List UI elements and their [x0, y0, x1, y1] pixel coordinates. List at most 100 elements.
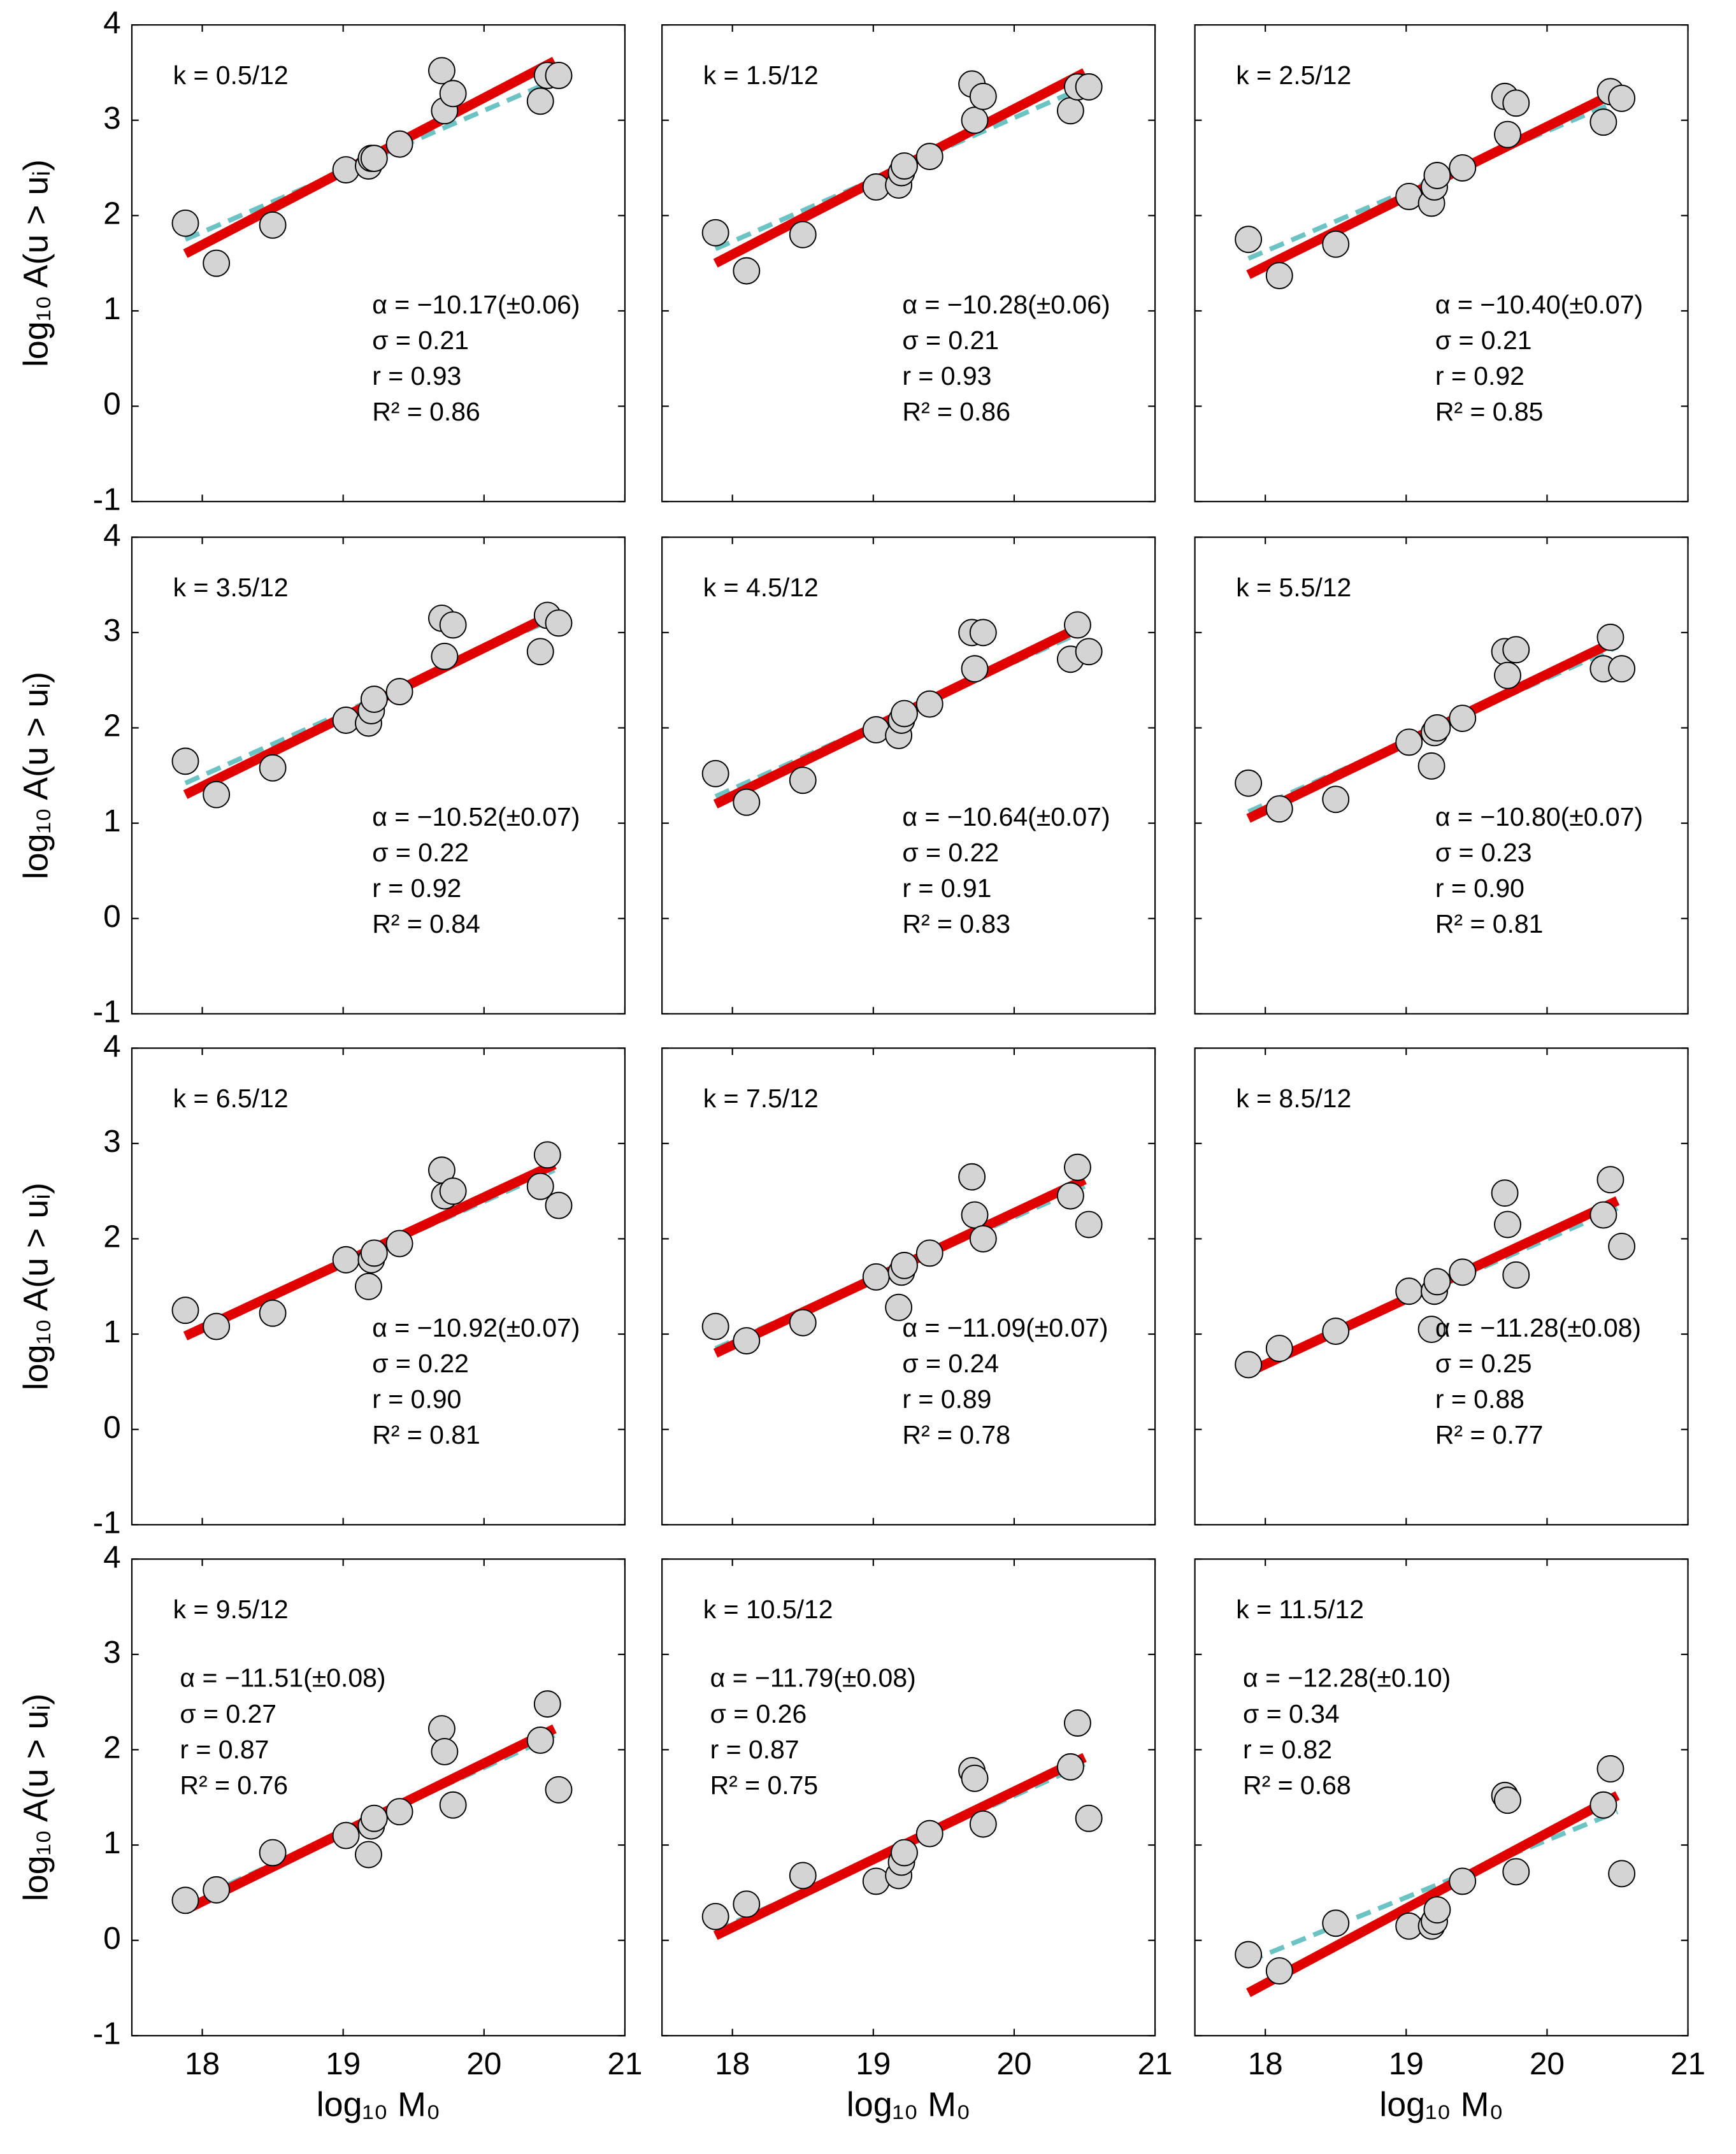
data-point [332, 1821, 360, 1849]
panel: k = 1.5/12 α = −10.28(±0.06) σ = 0.21 r = 0… [661, 24, 1156, 503]
stat-label: R² = 0.83 [902, 909, 1010, 938]
stat-label: R² = 0.84 [372, 909, 480, 938]
stat-label: r = 0.92 [372, 873, 461, 903]
y-tick-label: 0 [103, 386, 121, 422]
stat-label: r = 0.87 [710, 1735, 800, 1764]
axes-box [131, 24, 626, 503]
data-point [1502, 1858, 1530, 1886]
y-tick-label: 4 [103, 517, 121, 552]
fit-line [1246, 1791, 1620, 1997]
data-point [915, 690, 943, 718]
data-point [533, 1141, 561, 1169]
data-point [1056, 1182, 1084, 1210]
data-point [545, 61, 573, 89]
stat-label: R² = 0.81 [372, 1420, 480, 1449]
y-axis-label: log₁₀ A(u > uᵢ) [17, 1182, 55, 1390]
data-point [1235, 226, 1263, 254]
data-point [526, 1172, 554, 1200]
stat-label: R² = 0.81 [1435, 909, 1544, 938]
data-point [1608, 1232, 1636, 1260]
x-tick-label: 18 [185, 2046, 220, 2081]
data-point [1608, 655, 1636, 683]
data-point [915, 1820, 943, 1848]
data-point [1056, 1753, 1084, 1781]
stat-label: σ = 0.24 [902, 1349, 999, 1378]
axes-box [1194, 1558, 1689, 2037]
data-point [1494, 120, 1521, 148]
k-label: k = 5.5/12 [1236, 573, 1351, 602]
data-point [431, 1737, 459, 1765]
y-tick-label: 4 [103, 4, 121, 40]
data-point [1423, 162, 1451, 189]
stat-label: α = −10.64(±0.07) [902, 802, 1110, 831]
data-point [203, 1876, 231, 1904]
data-point [1056, 97, 1084, 125]
data-point [427, 57, 456, 85]
stat-label: r = 0.93 [902, 361, 991, 391]
data-point [1265, 1335, 1293, 1362]
stat-label: R² = 0.76 [180, 1770, 288, 1800]
stat-label: σ = 0.21 [372, 326, 469, 355]
k-label: k = 6.5/12 [173, 1084, 289, 1113]
data-point [1502, 89, 1530, 117]
y-tick-label: 2 [103, 1730, 121, 1765]
x-tick-label: 20 [466, 2046, 501, 2081]
y-tick-label: -1 [93, 2015, 121, 2051]
stat-label: R² = 0.77 [1435, 1420, 1544, 1449]
stat-label: r = 0.90 [1435, 873, 1524, 903]
y-tick-label: 3 [103, 1123, 121, 1159]
data-point [1596, 623, 1625, 651]
data-point [360, 145, 388, 173]
data-point [862, 1867, 890, 1895]
panel: k = 4.5/12 α = −10.64(±0.07) σ = 0.22 r = 0… [661, 536, 1156, 1015]
data-point [1589, 1201, 1618, 1229]
data-point [259, 1299, 287, 1327]
k-label: k = 3.5/12 [173, 573, 289, 602]
data-point [1423, 1896, 1451, 1924]
data-point [915, 1239, 943, 1267]
stat-label: r = 0.87 [180, 1735, 269, 1764]
stat-label: r = 0.88 [1435, 1384, 1524, 1414]
data-point [385, 130, 413, 158]
data-point [789, 766, 817, 794]
data-point [171, 209, 199, 237]
data-point [439, 80, 467, 108]
data-point [969, 1810, 997, 1838]
x-tick-label: 20 [996, 2046, 1031, 2081]
data-point [701, 219, 729, 247]
x-axis-label: log₁₀ M₀ [847, 2086, 971, 2124]
data-point [385, 1230, 413, 1258]
data-point [171, 1886, 199, 1914]
x-tick-label: 21 [1137, 2046, 1172, 2081]
data-point [1589, 1791, 1618, 1819]
data-point [1265, 262, 1293, 290]
data-point [545, 1191, 573, 1219]
data-point [1075, 1804, 1103, 1832]
y-tick-label: 3 [103, 612, 121, 648]
y-tick-label: 4 [103, 1539, 121, 1574]
data-point [891, 700, 918, 728]
data-point [385, 678, 413, 706]
data-point [1589, 108, 1618, 136]
data-point [961, 106, 989, 134]
axes-box [1194, 1047, 1689, 1526]
data-point [1494, 1210, 1521, 1239]
data-point [733, 1327, 761, 1354]
y-tick-label: 0 [103, 1409, 121, 1445]
data-point [1322, 1909, 1350, 1937]
y-axis-label: log₁₀ A(u > uᵢ) [17, 159, 55, 367]
y-tick-label: -1 [93, 1504, 121, 1540]
data-point [1064, 1153, 1091, 1181]
data-point [789, 1862, 817, 1890]
data-point [969, 82, 997, 110]
panel: 18 19 20 21 log₁₀ M₀ k = 11.5/12 α = −12.28(±0… [1194, 1558, 1705, 2124]
x-tick-label: 19 [1389, 2046, 1424, 2081]
y-axis-label: log₁₀ A(u > uᵢ) [17, 1693, 55, 1901]
stat-label: r = 0.93 [372, 361, 461, 391]
stat-label: α = −10.80(±0.07) [1435, 802, 1643, 831]
data-point [1494, 1786, 1521, 1814]
data-point [1491, 1179, 1519, 1207]
data-point [1417, 1316, 1445, 1344]
k-label: k = 4.5/12 [703, 573, 819, 602]
